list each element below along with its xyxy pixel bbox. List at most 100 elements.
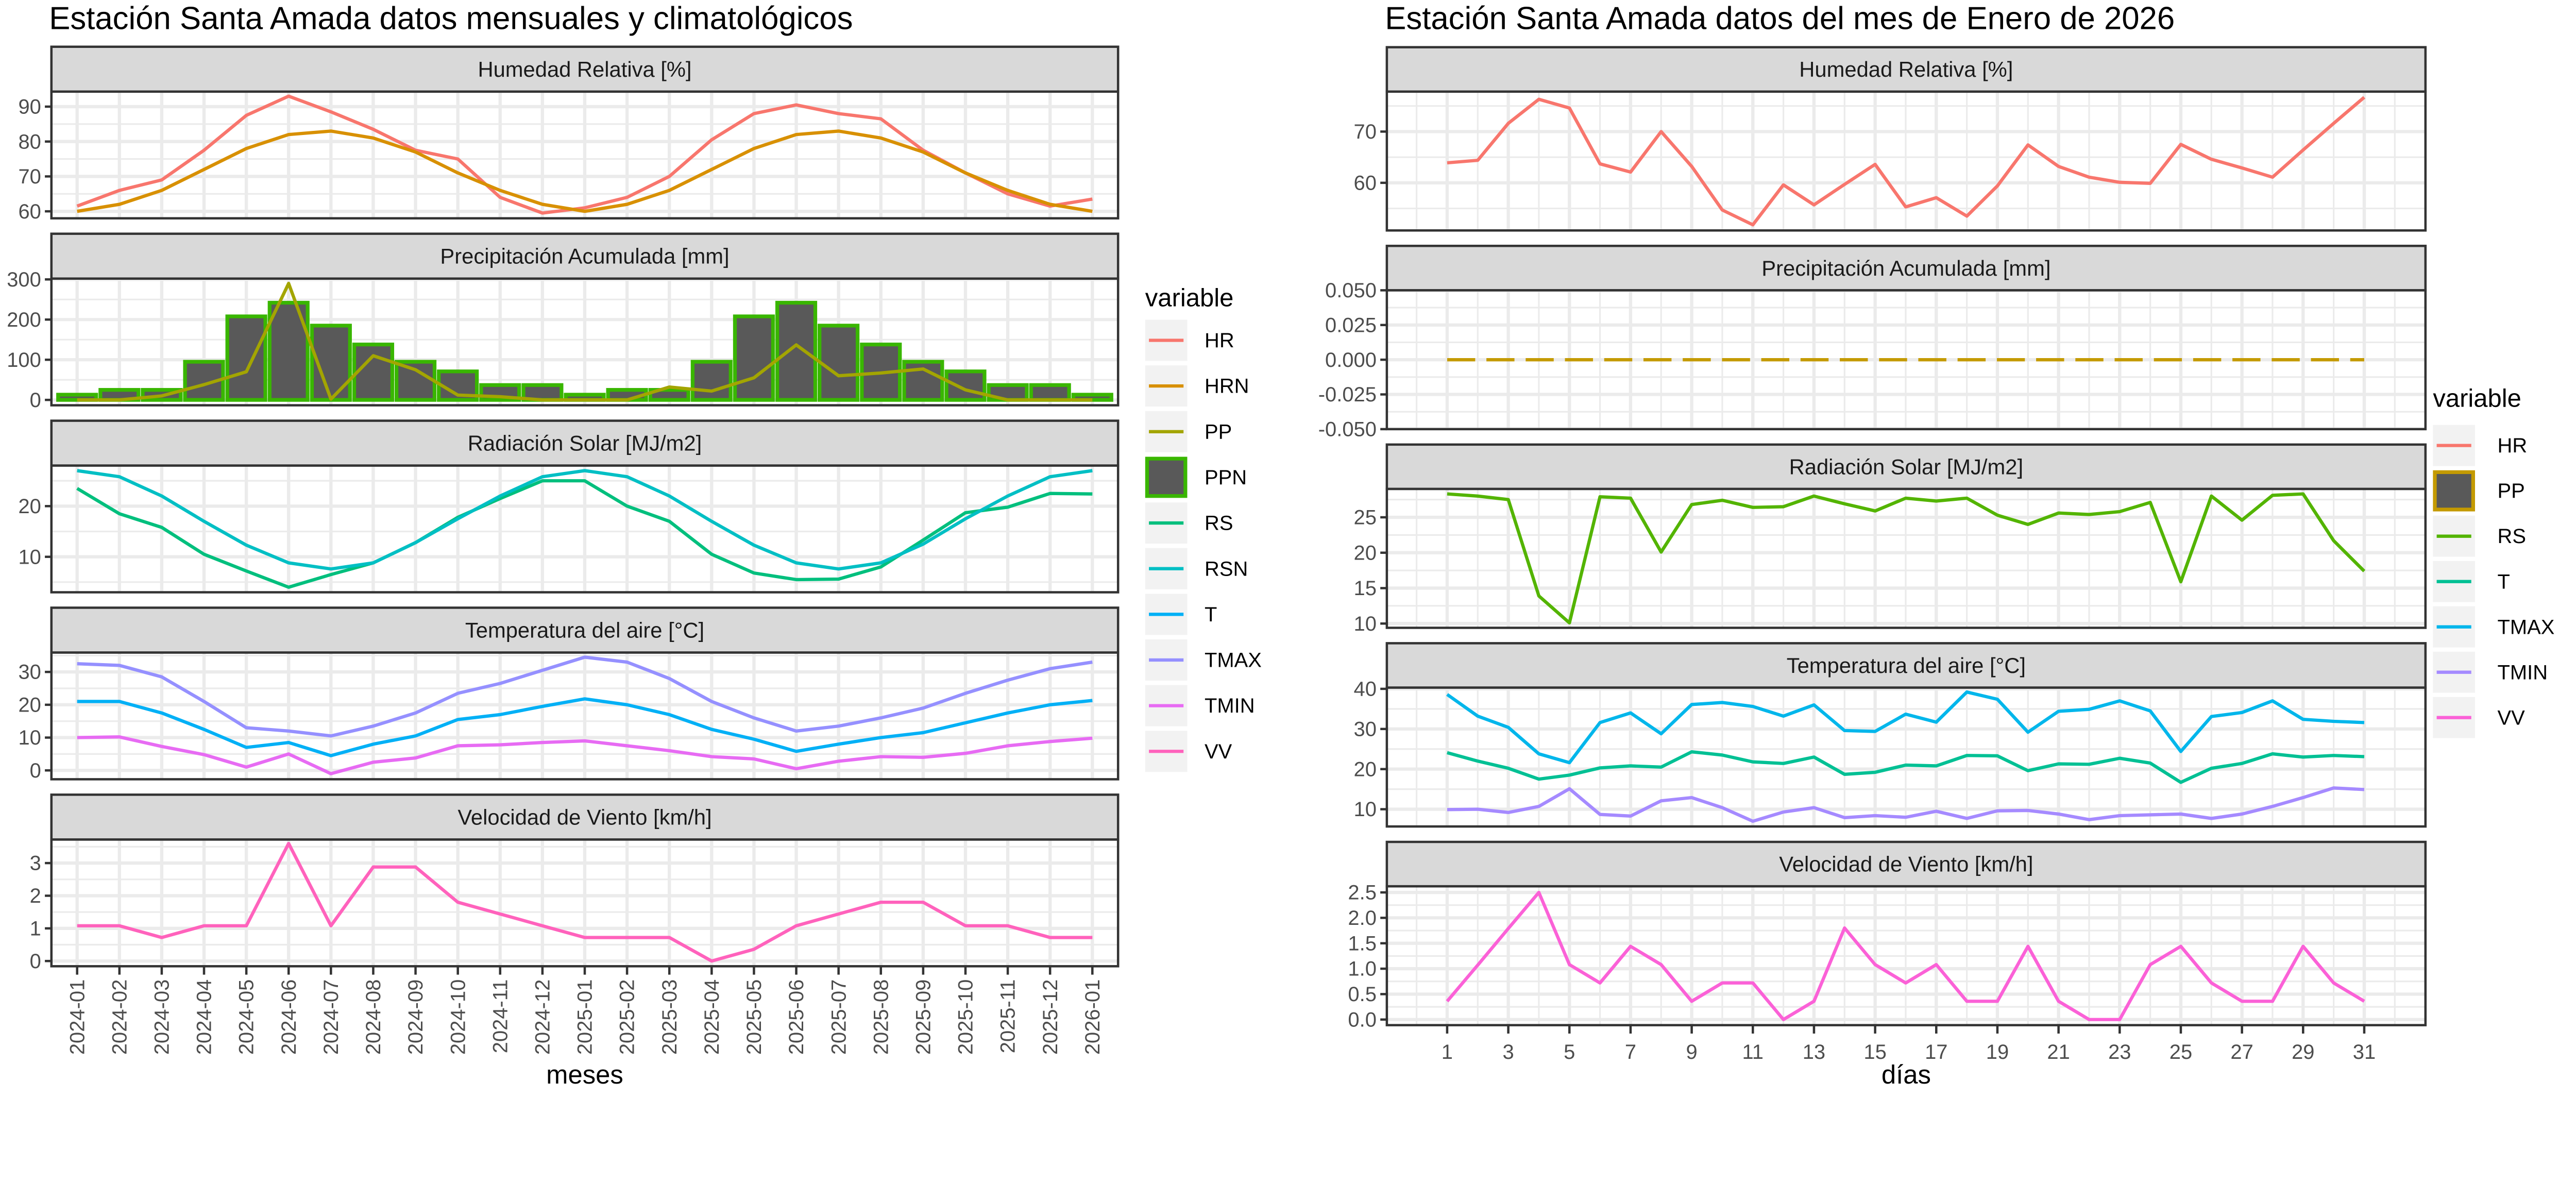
series-marks — [1446, 890, 2365, 1021]
grid — [1386, 687, 2426, 827]
legend-label: HR — [2498, 434, 2528, 457]
series-marks — [77, 841, 1093, 963]
x-tick-label: 2024-09 — [404, 979, 427, 1055]
x-tick-label: 2025-09 — [912, 979, 935, 1055]
y-tick-label: 10 — [18, 726, 41, 749]
panel-2: Precipitación Acumulada [mm] 0 100 200 300 — [7, 232, 1120, 412]
x-tick-label: 3 — [1502, 1041, 1514, 1063]
y-tick-label: 20 — [18, 694, 41, 716]
y-tick-label: 3 — [30, 852, 41, 875]
legend-label: TMIN — [2498, 661, 2548, 684]
panel-strip — [1385, 244, 2427, 292]
bar-ppn-2024-08 — [352, 342, 395, 402]
bar-ppn-2025-09 — [902, 360, 944, 402]
x-tick-label: 7 — [1625, 1041, 1636, 1063]
panel-strip — [50, 232, 1120, 280]
y-tick-label: 20 — [1354, 542, 1377, 564]
x-tick-label: 2024-10 — [447, 979, 469, 1055]
panel-strip — [50, 606, 1120, 654]
y-tick-label: 2 — [30, 885, 41, 907]
panel-strip — [1385, 443, 2427, 491]
panel-strip — [1385, 840, 2427, 888]
bar-ppn-2024-09 — [394, 360, 437, 402]
daily-chart-title: Estación Santa Amada datos del mes de En… — [1385, 1, 2175, 36]
y-tick-label: 0.0 — [1348, 1008, 1376, 1031]
panel-border — [50, 277, 1120, 407]
bar-ppn-2025-12 — [1029, 383, 1071, 402]
legend-label: TMIN — [1205, 695, 1255, 717]
x-tick-label: 9 — [1686, 1041, 1697, 1063]
y-tick-label: 1 — [30, 917, 41, 940]
legend: variable HR HRN PP PPN RS RSN T TMAX TMIN VV — [1145, 284, 1262, 772]
x-tick-label: 27 — [2230, 1041, 2253, 1063]
series-marks — [1446, 690, 2365, 823]
x-tick-label: 2025-11 — [997, 979, 1020, 1053]
x-tick-label: 2025-07 — [827, 979, 850, 1055]
legend-item-tmin: TMIN — [1145, 685, 1255, 726]
x-tick-label: 2024-11 — [489, 979, 512, 1053]
x-tick-label: 23 — [2108, 1041, 2131, 1063]
panel-4: Temperatura del aire [°C] 0 10 20 30 — [18, 606, 1120, 782]
y-tick-label: 60 — [18, 200, 41, 223]
series-marks — [1447, 96, 2366, 227]
panel-title: Radiación Solar [MJ/m2] — [1789, 454, 2023, 479]
y-tick-label: -0.050 — [1318, 418, 1377, 441]
y-tick-label: 100 — [7, 349, 41, 371]
legend-label: TMAX — [2498, 616, 2555, 638]
x-tick-label: 31 — [2353, 1041, 2376, 1063]
bar-ppn-2025-05 — [733, 314, 775, 402]
y-tick-label: 0.025 — [1325, 314, 1377, 336]
legend-item-vv: VV — [2433, 697, 2525, 738]
bar-ppn-2025-07 — [818, 324, 860, 402]
x-tick-label: 5 — [1564, 1041, 1575, 1063]
x-tick-label: 2024-07 — [320, 979, 343, 1055]
legend-label: HRN — [1205, 375, 1249, 398]
panel-border — [1385, 686, 2427, 828]
legend-title: variable — [2433, 384, 2521, 412]
legend-item-t: T — [1145, 594, 1217, 635]
grid — [51, 465, 1118, 593]
x-tick-label: 2024-05 — [235, 979, 258, 1055]
y-tick-label: 40 — [1354, 678, 1377, 701]
legend-key-box — [1145, 457, 1188, 498]
y-tick-label: 25 — [1354, 506, 1377, 529]
panel-1: Humedad Relativa [%] 60 70 — [1354, 46, 2427, 232]
x-tick-label: 2025-02 — [616, 979, 639, 1055]
y-tick-label: 2.5 — [1348, 882, 1376, 904]
panel-border — [1385, 885, 2427, 1026]
panel-strip — [50, 793, 1120, 841]
legend-item-t: T — [2433, 561, 2510, 602]
panel-3: Radiación Solar [MJ/m2] 10 15 20 25 — [1354, 443, 2427, 635]
series-marks — [76, 94, 1093, 215]
y-tick-label: 0.000 — [1325, 349, 1377, 371]
x-tick-label: 13 — [1803, 1041, 1825, 1063]
legend-label: RSN — [1205, 557, 1248, 580]
y-tick-label: 15 — [1354, 577, 1377, 600]
panel-1: Humedad Relativa [%] 60 70 80 90 — [18, 45, 1120, 223]
y-tick-label: 80 — [18, 130, 41, 153]
y-tick-label: 20 — [1354, 758, 1377, 781]
y-tick-label: 70 — [1354, 121, 1377, 143]
x-tick-label: 2024-12 — [531, 979, 554, 1055]
panel-title: Humedad Relativa [%] — [478, 57, 691, 81]
panel-title: Radiación Solar [MJ/m2] — [468, 431, 702, 455]
legend-item-vv: VV — [1145, 731, 1232, 772]
legend-item-hr: HR — [1145, 319, 1234, 361]
series-marks — [76, 469, 1093, 589]
y-tick-label: 10 — [1354, 613, 1377, 635]
legend-label: TMAX — [1205, 649, 1262, 672]
x-tick-label: 2025-06 — [785, 979, 808, 1055]
daily-chart: Estación Santa Amada datos del mes de En… — [1318, 1, 2555, 1089]
bar-ppn-2025-10 — [944, 369, 987, 402]
y-tick-label: 1.0 — [1348, 958, 1376, 981]
monthly-chart-title: Estación Santa Amada datos mensuales y c… — [49, 1, 853, 36]
y-tick-label: 20 — [18, 495, 41, 518]
y-tick-label: 30 — [18, 661, 41, 684]
panel-title: Humedad Relativa [%] — [1799, 57, 2013, 81]
legend-item-rs: RS — [2433, 515, 2526, 557]
x-tick-label: 2025-04 — [701, 979, 723, 1055]
legend-item-pp: PP — [2433, 470, 2525, 512]
legend-key-box — [2433, 470, 2475, 512]
panel-5: Velocidad de Viento [km/h] 0 1 2 3 — [30, 793, 1120, 973]
x-axis: 2024-01 2024-02 2024-03 2024-04 2024-05 2024-… — [66, 966, 1104, 1055]
